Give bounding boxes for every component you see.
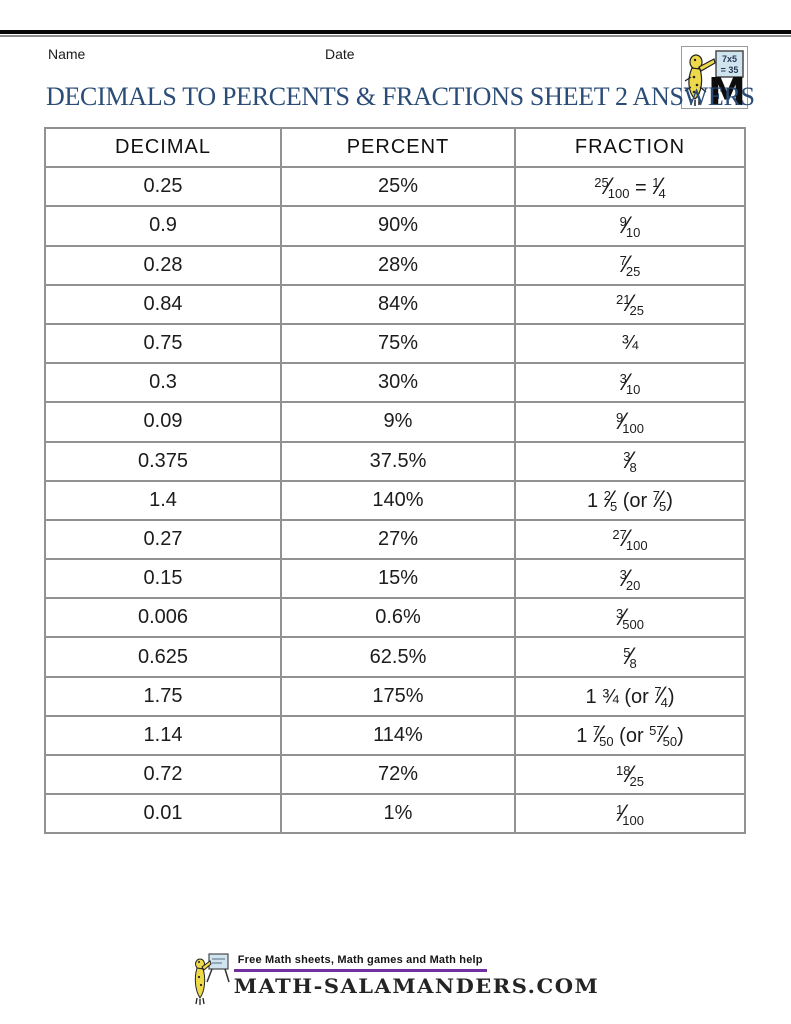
footer-logo: Free Math sheets, Math games and Math he… [0, 952, 791, 1008]
date-label: Date [325, 46, 355, 62]
decimal-cell: 0.27 [44, 518, 282, 561]
fraction-cell: 18⁄25 [514, 753, 746, 796]
chalkboard-icon: 7x5 = 35 [715, 50, 744, 78]
math-salamanders-logo: 7x5 = 35 M [681, 46, 748, 114]
percent-cell: 140% [280, 479, 516, 521]
m-letter: M [708, 70, 746, 108]
column-header-percent: PERCENT [280, 126, 516, 169]
decimal-cell: 0.75 [44, 322, 282, 365]
percent-cell: 30% [280, 362, 516, 404]
percent-cell: 27% [280, 518, 516, 561]
decimal-cell: 0.01 [44, 793, 282, 835]
decimal-cell: 0.006 [44, 597, 282, 639]
table-row: 0.01 1% 1⁄100 [44, 793, 746, 835]
footer-tagline: Free Math sheets, Math games and Math he… [233, 952, 487, 972]
fraction-cell: 1⁄100 [514, 793, 746, 835]
decimal-cell: 0.15 [44, 558, 282, 600]
percent-cell: 25% [280, 166, 516, 208]
percent-cell: 0.6% [280, 597, 516, 639]
footer-text-block: Free Math sheets, Math games and Math he… [233, 952, 600, 999]
fraction-cell: 25⁄100 = 1⁄4 [514, 166, 746, 208]
fraction-cell: 9⁄10 [514, 205, 746, 247]
fraction-cell: 7⁄25 [514, 244, 746, 286]
table-row: 0.375 37.5% 3⁄8 [44, 440, 746, 482]
table-row: 1.75 175% 1 ¾ (or 7⁄4) [44, 675, 746, 717]
decimal-cell: 0.72 [44, 753, 282, 796]
table-row: 0.625 62.5% 5⁄8 [44, 636, 746, 678]
fraction-cell: 9⁄100 [514, 401, 746, 443]
decimal-cell: 1.75 [44, 675, 282, 717]
column-header-fraction: FRACTION [514, 126, 746, 169]
percent-cell: 75% [280, 322, 516, 365]
table-row: 0.28 28% 7⁄25 [44, 244, 746, 286]
column-header-decimal: DECIMAL [44, 126, 282, 169]
chalkboard-icon [206, 953, 230, 983]
fraction-cell: 3⁄8 [514, 440, 746, 482]
percent-cell: 1% [280, 793, 516, 835]
percent-cell: 175% [280, 675, 516, 717]
fraction-cell: 27⁄100 [514, 518, 746, 561]
top-rule [0, 30, 791, 34]
percent-cell: 28% [280, 244, 516, 286]
fraction-cell: 1 7⁄50 (or 57⁄50) [514, 714, 746, 757]
svg-text:7x5: 7x5 [722, 54, 737, 64]
table-row: 0.84 84% 21⁄25 [44, 283, 746, 325]
decimal-cell: 0.25 [44, 166, 282, 208]
percent-cell: 9% [280, 401, 516, 443]
salamander-icon [194, 958, 212, 1005]
table-row: 0.15 15% 3⁄20 [44, 558, 746, 600]
footer-site-wordmark: MATH-SALAMANDERS.COM [233, 974, 600, 998]
decimal-cell: 0.09 [44, 401, 282, 443]
top-rule-shadow [0, 35, 791, 37]
percent-cell: 15% [280, 558, 516, 600]
svg-text:= 35: = 35 [721, 65, 739, 75]
percent-cell: 114% [280, 714, 516, 757]
fraction-cell: 3⁄10 [514, 362, 746, 404]
name-label: Name [48, 46, 86, 62]
fraction-cell: 21⁄25 [514, 283, 746, 325]
answers-table: DECIMAL PERCENT FRACTION 0.25 25% 25⁄100 = 1… [44, 126, 746, 835]
logo-graphic: 7x5 = 35 M [684, 50, 746, 114]
table-row: 0.9 90% 9⁄10 [44, 205, 746, 247]
table-row: 0.3 30% 3⁄10 [44, 362, 746, 404]
table-row: 1.4 140% 1 2⁄5 (or 7⁄5) [44, 479, 746, 521]
fraction-cell: 5⁄8 [514, 636, 746, 678]
percent-cell: 90% [280, 205, 516, 247]
percent-cell: 37.5% [280, 440, 516, 482]
table-row: 0.09 9% 9⁄100 [44, 401, 746, 443]
decimal-cell: 0.28 [44, 244, 282, 286]
table-row: 0.72 72% 18⁄25 [44, 753, 746, 796]
decimal-cell: 0.3 [44, 362, 282, 404]
fraction-cell: 3⁄20 [514, 558, 746, 600]
percent-cell: 72% [280, 753, 516, 796]
table-row: 1.14 114% 1 7⁄50 (or 57⁄50) [44, 714, 746, 757]
decimal-cell: 0.375 [44, 440, 282, 482]
percent-cell: 62.5% [280, 636, 516, 678]
salamander-icon [684, 54, 716, 106]
table-row: 0.25 25% 25⁄100 = 1⁄4 [44, 166, 746, 208]
decimal-cell: 0.625 [44, 636, 282, 678]
decimal-cell: 0.9 [44, 205, 282, 247]
fraction-cell: 3⁄500 [514, 597, 746, 639]
fraction-cell: 1 2⁄5 (or 7⁄5) [514, 479, 746, 521]
decimal-cell: 1.4 [44, 479, 282, 521]
page-title: DECIMALS TO PERCENTS & FRACTIONS SHEET 2… [46, 82, 755, 111]
decimal-cell: 1.14 [44, 714, 282, 757]
fraction-cell: ¾ [514, 322, 746, 365]
decimal-cell: 0.84 [44, 283, 282, 325]
table-row: 0.006 0.6% 3⁄500 [44, 597, 746, 639]
table-row: 0.27 27% 27⁄100 [44, 518, 746, 561]
table-row: 0.75 75% ¾ [44, 322, 746, 365]
footer-salamander-icon [194, 953, 230, 1005]
percent-cell: 84% [280, 283, 516, 325]
fraction-cell: 1 ¾ (or 7⁄4) [514, 675, 746, 717]
table-header-row: DECIMAL PERCENT FRACTION [44, 126, 746, 169]
